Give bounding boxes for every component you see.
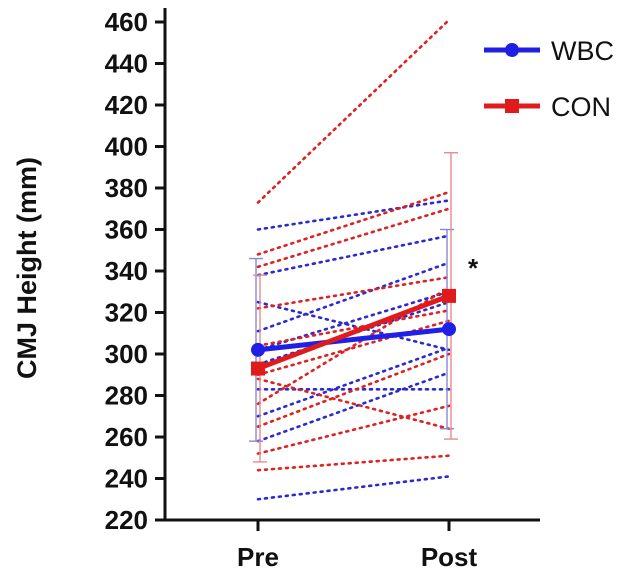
mean-lines: [251, 288, 456, 376]
x-tick-label: Pre: [237, 542, 279, 572]
y-tick-label: 420: [105, 90, 148, 120]
y-tick-label: 380: [105, 173, 148, 203]
individual-line-con: [256, 190, 451, 256]
individual-line-con: [256, 18, 451, 204]
y-tick-label: 400: [105, 132, 148, 162]
individual-line-con: [256, 319, 451, 377]
y-tick-label: 320: [105, 298, 148, 328]
individual-line-wbc: [256, 371, 451, 443]
significance-marker: *: [468, 253, 479, 283]
individual-line-wbc: [256, 475, 451, 501]
legend-marker-con: [505, 99, 519, 113]
individual-line-wbc: [256, 199, 451, 231]
mean-point-wbc: [251, 342, 265, 357]
y-tick-label: 260: [105, 422, 148, 452]
y-tick-label: 340: [105, 256, 148, 286]
mean-line-wbc: [257, 326, 450, 353]
individual-line-con: [256, 404, 451, 455]
individual-line-wbc: [256, 346, 451, 418]
y-tick-label: 280: [105, 381, 148, 411]
mean-point-con: [442, 288, 456, 303]
individual-line-con: [256, 309, 451, 348]
x-tick-label: Post: [421, 542, 478, 572]
axes: [163, 8, 540, 522]
individual-line-con: [256, 286, 451, 406]
y-tick-label: 360: [105, 215, 148, 245]
individual-line-con: [256, 377, 451, 431]
mean-line-con: [257, 293, 450, 371]
individual-line-wbc: [256, 234, 451, 277]
individual-line-con: [256, 352, 451, 428]
y-tick-label: 440: [105, 49, 148, 79]
y-axis-title: CMJ Height (mm): [12, 157, 42, 379]
y-tick-label: 220: [105, 505, 148, 535]
legend-marker-wbc: [505, 43, 519, 57]
x-ticks: Pre Post: [237, 520, 478, 572]
y-tick-label: 240: [105, 464, 148, 494]
individual-lines: [256, 18, 451, 501]
y-tick-label: 460: [105, 7, 148, 37]
mean-point-wbc: [442, 322, 456, 337]
individual-line-wbc: [256, 261, 451, 333]
individual-line-wbc: [256, 300, 451, 352]
individual-line-con: [256, 454, 451, 472]
legend-label-wbc: WBC: [551, 36, 614, 66]
individual-line-con: [256, 275, 451, 310]
mean-point-con: [251, 361, 265, 376]
y-ticks: 220 240 260 280 300 320 340 360 380 400 420 440 460: [105, 7, 165, 535]
individual-line-wbc: [256, 290, 451, 352]
y-tick-label: 300: [105, 339, 148, 369]
legend-label-con: CON: [551, 92, 611, 122]
individual-line-con: [256, 207, 451, 269]
legend: WBC CON: [484, 36, 614, 122]
